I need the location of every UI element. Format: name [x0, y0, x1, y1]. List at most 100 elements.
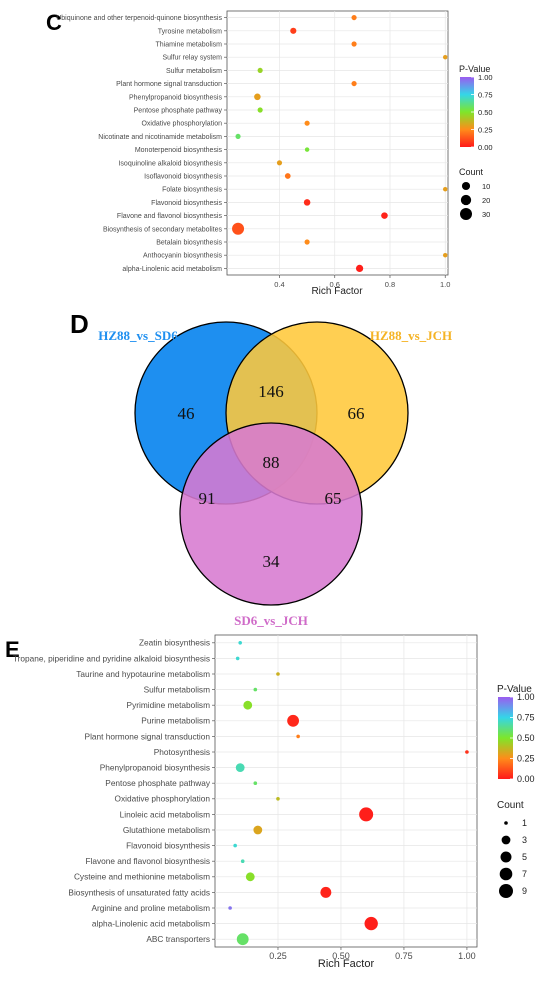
plot-area-e [214, 634, 478, 948]
size-legend-dot [501, 835, 511, 845]
data-point [235, 656, 240, 661]
x-tick-label: 1.00 [458, 951, 476, 961]
category-label: Purine metabolism [141, 716, 210, 726]
category-label: Tropane, piperidine and pyridine alkaloi… [13, 653, 210, 663]
data-point [232, 222, 245, 235]
category-label: Oxidative phosphorylation [141, 121, 222, 128]
size-legend-label: 20 [482, 196, 490, 205]
x-ticks-c: 0.4 0.6 0.8 1.0 [224, 17, 450, 289]
category-label: Arginine and proline metabolism [91, 903, 210, 913]
color-tick-label: 0.50 [478, 108, 493, 117]
category-label: Zeatin biosynthesis [139, 638, 210, 648]
data-point [303, 199, 311, 206]
data-point [304, 147, 310, 152]
category-label: ABC transporters [146, 934, 210, 944]
size-legend-dot [460, 208, 472, 220]
venn-count-a-b-c: 88 [263, 453, 280, 472]
category-label: Isoflavonoid biosynthesis [144, 173, 222, 180]
venn-circle-sd6-vs-jch [179, 422, 363, 606]
data-point [304, 120, 310, 126]
size-legend-dot [460, 194, 472, 206]
data-point [235, 763, 245, 772]
venn-set-label-a: HZ88_vs_SD6 [98, 328, 178, 343]
data-point [442, 186, 448, 192]
category-label: Flavone and flavonol biosynthesis [117, 213, 223, 220]
category-label: Biosynthesis of unsaturated fatty acids [68, 887, 210, 897]
legend-c: P-Value 1.00 0.75 0.50 0.25 0.00 Count 10 20 3… [459, 64, 493, 220]
venn-count-only-b: 66 [348, 404, 365, 423]
size-legend-dot [504, 821, 508, 825]
data-point [276, 160, 283, 166]
category-label: Ubiquinone and other terpenoid-quinone b… [56, 15, 222, 22]
panel-c: C Ubiquinone and other terpenoid-quinone… [46, 10, 493, 297]
data-point [257, 67, 263, 73]
data-point [359, 807, 374, 822]
gridlines-e [215, 635, 477, 947]
data-point [287, 714, 300, 727]
category-label: Tyrosine metabolism [158, 28, 222, 35]
color-tick-label: 0.25 [517, 754, 535, 764]
category-label: Thiamine metabolism [155, 41, 222, 48]
size-legend-title-c: Count [459, 167, 484, 177]
data-point [276, 797, 280, 801]
data-point [290, 27, 297, 34]
data-point [233, 843, 237, 848]
data-point [465, 750, 469, 754]
category-label: Linoleic acid metabolism [120, 809, 210, 819]
data-point [276, 672, 280, 676]
color-tick-label: 1.00 [478, 73, 493, 82]
size-legend-label: 7 [522, 869, 527, 879]
data-point [304, 239, 310, 245]
data-point [254, 93, 261, 101]
panel-letter-e: E [5, 637, 20, 662]
data-point [240, 859, 245, 863]
category-label: Pyrimidine metabolism [127, 700, 211, 710]
category-label: Flavonoid biosynthesis [151, 200, 222, 207]
category-label: Folate biosynthesis [162, 187, 222, 194]
data-point [245, 872, 255, 882]
category-label: Biosynthesis of secondary metabolites [103, 226, 223, 233]
data-point [442, 54, 448, 60]
category-label: Pentose phosphate pathway [134, 107, 223, 114]
venn-count-only-a: 46 [178, 404, 195, 423]
color-legend-title-c: P-Value [459, 64, 490, 74]
venn-count-a-c: 91 [199, 489, 216, 508]
color-tick-label: 0.00 [478, 143, 493, 152]
size-legend-title-e: Count [497, 800, 524, 811]
x-tick-label: 0.4 [274, 280, 284, 289]
category-label: Anthocyanin biosynthesis [143, 253, 222, 260]
data-point [442, 252, 448, 258]
category-labels-c: Ubiquinone and other terpenoid-quinone b… [56, 15, 222, 273]
size-legend-label: 10 [482, 182, 490, 191]
color-legend-title-e: P-Value [497, 684, 532, 695]
category-label: Betalain biosynthesis [156, 239, 222, 246]
data-point [228, 906, 232, 910]
category-label: Phenylpropanoid biosynthesis [100, 763, 210, 773]
data-point [257, 107, 263, 113]
data-point [320, 886, 332, 898]
category-label: alpha-Linolenic acid metabolism [92, 919, 210, 929]
panel-letter-d: D [70, 309, 89, 339]
category-label: alpha-Linolenic acid metabolism [122, 266, 222, 273]
data-point [351, 81, 357, 87]
data-point [364, 916, 378, 931]
category-label: Isoquinoline alkaloid biosynthesis [118, 160, 222, 167]
x-tick-label: 0.25 [269, 951, 287, 961]
size-legend-label: 3 [522, 835, 527, 845]
size-legend-label: 1 [522, 818, 527, 828]
category-label: Sulfur relay system [162, 55, 222, 62]
x-tick-label: 0.6 [330, 280, 340, 289]
data-point [253, 781, 258, 785]
size-legend-label: 9 [522, 886, 527, 896]
data-point [253, 687, 258, 692]
color-tick-label: 0.75 [517, 713, 535, 723]
venn-count-b-c: 65 [325, 489, 342, 508]
data-point [238, 641, 242, 645]
color-tick-label: 1.00 [517, 692, 535, 702]
x-axis-label-e: Rich Factor [318, 958, 375, 970]
color-tick-label: 0.50 [517, 733, 535, 743]
color-tick-label: 0.00 [517, 774, 535, 784]
points-c [232, 15, 448, 273]
size-legend-dot [499, 884, 513, 898]
